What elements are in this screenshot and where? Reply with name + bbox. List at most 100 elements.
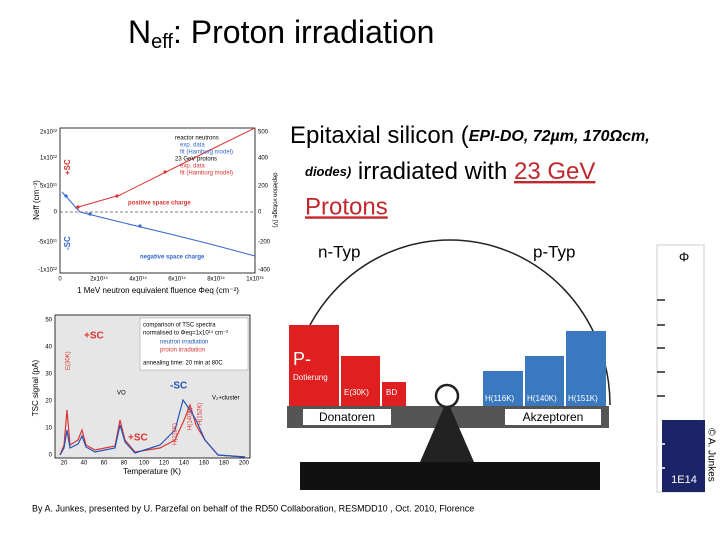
annotation: E(30K): [66, 351, 72, 370]
subtitle-detail2: diodes): [305, 164, 351, 179]
bar-h140: [525, 356, 564, 406]
title-main: N: [128, 14, 151, 50]
right-label: p-Typ: [533, 242, 576, 261]
proton-fit: [74, 127, 256, 209]
legend-entry: comparison of TSC spectra: [143, 323, 216, 329]
tick-label: 100: [139, 461, 150, 467]
left-label: n-Typ: [318, 242, 361, 261]
proton-points: [76, 170, 167, 209]
y2-axis-label: depletion voltage (V): [271, 172, 277, 227]
annotation: negative space charge: [140, 255, 205, 261]
y-ticks: 50 40 30 20 10 0: [45, 318, 52, 459]
proton-spectrum: [59, 403, 246, 458]
legend-entry: fit (Hamburg model): [180, 171, 233, 177]
subtitle-energy: 23 GeV: [514, 158, 595, 185]
annotation: V₂+cluster: [212, 396, 240, 402]
annotation: -SC: [63, 236, 72, 250]
legend-entry: annealing time: 20 min at 80C: [143, 361, 223, 367]
tick-label: 8x10¹⁴: [207, 276, 225, 283]
tick-label: 2x10¹²: [40, 130, 57, 136]
legend-box: [139, 317, 249, 371]
bar-label: P-: [293, 349, 311, 369]
tick-label: 120: [159, 461, 170, 467]
credit: © A. Junkes: [705, 428, 716, 482]
title: Neff: Proton irradiation: [128, 14, 434, 53]
balance-diagram: n-Typ p-Typ P- Dotierung E(30K) BD H(116…: [287, 239, 611, 490]
legend-entry: 23 GeV protons: [175, 157, 217, 163]
tick-label: 180: [219, 461, 230, 467]
subtitle-line-1: Epitaxial silicon (EPI-DO, 72µm, 170Ωcm,: [290, 122, 650, 149]
tick-label: 10: [45, 426, 52, 432]
y-axis-label: TSC signal (pA): [31, 359, 40, 416]
legend-entry: normalised to Φeq=1x10¹⁴ cm⁻²: [143, 330, 228, 337]
legend-entry: exp. data: [180, 143, 205, 149]
tick-label: -400: [258, 268, 271, 274]
bar-e30: [341, 356, 380, 406]
tick-label: 2x10¹⁴: [90, 276, 108, 283]
pivot: [434, 383, 460, 409]
tick-label: 6x10¹⁴: [168, 276, 186, 283]
legend-entry: reactor neutrons: [175, 136, 219, 142]
tick-label: 140: [179, 461, 190, 467]
point: [115, 194, 119, 198]
legend-entry: neutron irradiation: [160, 340, 208, 346]
bar-p: [289, 325, 339, 406]
y-axis-label: Neff (cm⁻³): [32, 180, 41, 220]
tick-label: 50: [45, 318, 52, 324]
label-box: [505, 409, 601, 425]
footer: By A. Junkes, presented by U. Parzefal o…: [32, 503, 474, 513]
tick-label: 500: [258, 130, 269, 136]
annotation: +SC: [128, 433, 148, 444]
figure-background: [30, 118, 282, 300]
tick-label: 40: [81, 461, 88, 467]
annotation: H(116K): [173, 423, 179, 445]
annotation: +SC: [84, 331, 104, 342]
plot-frame: [59, 127, 256, 274]
tick-label: 40: [45, 345, 52, 351]
bar-h151: [566, 331, 606, 406]
bar-label: H(151K): [568, 394, 598, 403]
tick-label: 160: [199, 461, 210, 467]
subtitle-middle: irradiated with: [351, 158, 514, 185]
legend: comparison of TSC spectra normalised to …: [143, 323, 228, 367]
bar-label: BD: [386, 388, 397, 397]
point: [76, 205, 80, 209]
title-subscript: eff: [151, 31, 173, 53]
subtitle-line-2: diodes) irradiated with 23 GeV: [305, 158, 595, 185]
legend-entry: proton irradiation: [160, 348, 205, 354]
annotation: -SC: [170, 381, 187, 392]
neutron-spectrum: [59, 398, 246, 458]
bar-label: E(30K): [344, 388, 369, 397]
base: [300, 462, 600, 490]
subtitle-particle: Protons: [305, 193, 388, 220]
subtitle-detail: EPI-DO, 72µm, 170Ωcm,: [469, 128, 650, 145]
legend-entry: exp. data: [180, 164, 205, 170]
tick-label: 20: [45, 399, 52, 405]
tick-label: 60: [101, 461, 108, 467]
tick-label: 400: [258, 156, 269, 162]
tick-label: 20: [61, 461, 68, 467]
tick-label: 200: [239, 461, 250, 467]
tick-label: -200: [258, 240, 271, 246]
neutron-points: [64, 194, 142, 228]
tick-label: -1x10¹²: [38, 268, 57, 274]
legend: reactor neutrons exp. data fit (Hamburg …: [175, 136, 233, 177]
bar-label: Dotierung: [293, 373, 328, 382]
neutron-fit: [61, 191, 256, 257]
x-axis-label: 1 MeV neutron equivalent fluence Φeq (cm…: [77, 286, 239, 295]
stand: [420, 400, 474, 462]
annotation: H(152K): [198, 403, 204, 425]
figure-tsc: 50 40 30 20 10 0 20 40 60 80 100 120 140…: [30, 308, 270, 476]
bar-label: H(140K): [527, 394, 557, 403]
tick-label: 5x10¹¹: [40, 184, 57, 190]
bar-h116: [483, 371, 523, 406]
bar-bd: [382, 382, 406, 406]
subtitle-lead: Epitaxial silicon (: [290, 122, 469, 149]
scale-symbol: Φ: [679, 249, 689, 264]
tick-label: 80: [121, 461, 128, 467]
y-ticks: 2x10¹² 1x10¹² 5x10¹¹ 0 -5x10¹¹ -1x10¹²: [38, 130, 58, 274]
tick-label: 0: [58, 277, 62, 283]
tick-label: 0: [49, 453, 53, 459]
